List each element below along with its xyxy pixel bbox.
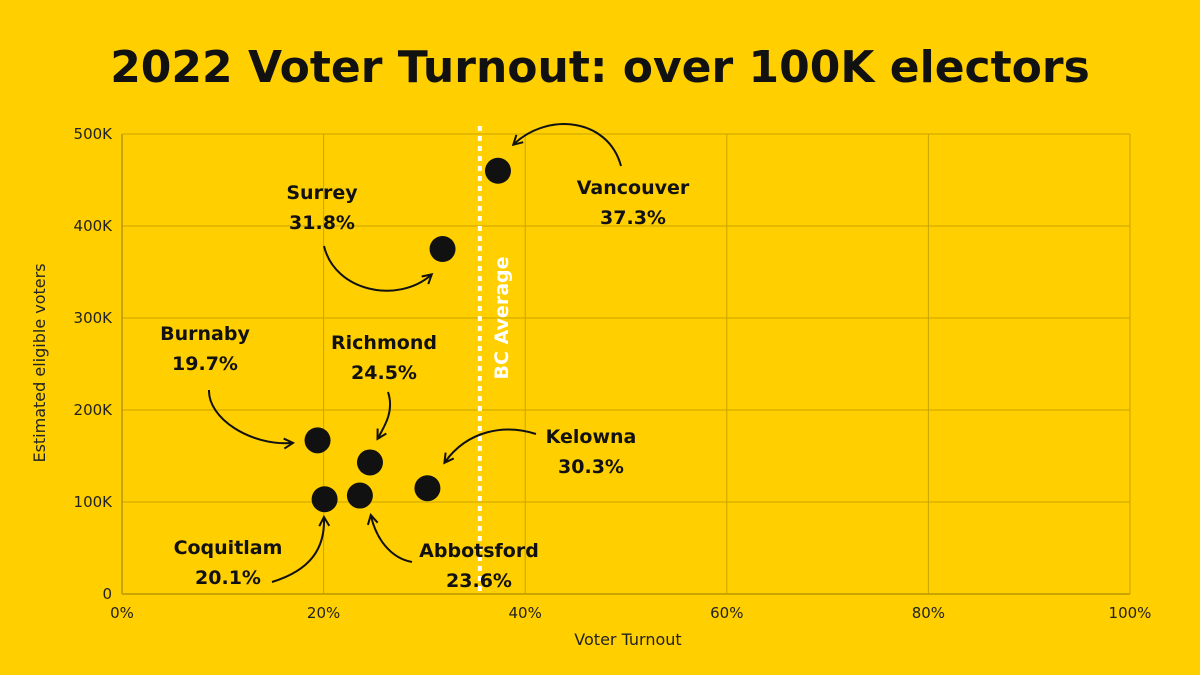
bc-average-label: BC Average bbox=[491, 256, 513, 379]
arrow-kelowna bbox=[445, 428, 537, 462]
label-richmond-turnout: 24.5% bbox=[351, 362, 417, 384]
y-tick-label: 0 bbox=[102, 585, 112, 603]
chart-title: 2022 Voter Turnout: over 100K electors bbox=[110, 42, 1090, 93]
label-coquitlam-name: Coquitlam bbox=[174, 537, 283, 559]
label-abbotsford-name: Abbotsford bbox=[419, 540, 539, 562]
label-surrey-turnout: 31.8% bbox=[289, 212, 355, 234]
y-tick-label: 500K bbox=[74, 125, 114, 143]
y-tick-label: 200K bbox=[74, 401, 114, 419]
label-kelowna-name: Kelowna bbox=[546, 426, 637, 448]
y-axis-label: Estimated eligible voters bbox=[30, 263, 49, 462]
arrow-richmond bbox=[378, 391, 392, 438]
x-tick-label: 100% bbox=[1109, 604, 1152, 622]
label-abbotsford-turnout: 23.6% bbox=[446, 570, 512, 592]
x-tick-label: 60% bbox=[710, 604, 743, 622]
x-axis-label: Voter Turnout bbox=[574, 630, 681, 649]
y-tick-label: 300K bbox=[74, 309, 114, 327]
y-tick-label: 400K bbox=[74, 217, 114, 235]
x-tick-label: 40% bbox=[509, 604, 542, 622]
label-vancouver-turnout: 37.3% bbox=[600, 207, 666, 229]
label-kelowna-turnout: 30.3% bbox=[558, 456, 624, 478]
label-coquitlam-turnout: 20.1% bbox=[195, 567, 261, 589]
x-tick-label: 80% bbox=[912, 604, 945, 622]
label-richmond-name: Richmond bbox=[331, 332, 437, 354]
point-abbotsford bbox=[346, 482, 373, 509]
arrow-coquitlam bbox=[271, 518, 324, 583]
point-kelowna bbox=[414, 475, 441, 502]
label-burnaby-name: Burnaby bbox=[160, 323, 250, 345]
point-burnaby bbox=[304, 427, 331, 454]
point-vancouver bbox=[484, 157, 511, 184]
arrow-burnaby bbox=[207, 389, 292, 443]
point-richmond bbox=[356, 449, 383, 476]
label-surrey-name: Surrey bbox=[286, 182, 358, 204]
arrow-vancouver bbox=[514, 123, 622, 167]
y-tick-label: 100K bbox=[74, 493, 114, 511]
point-surrey bbox=[429, 236, 456, 262]
point-coquitlam bbox=[311, 486, 338, 513]
x-tick-label: 20% bbox=[307, 604, 340, 622]
x-tick-label: 0% bbox=[110, 604, 134, 622]
arrow-abbotsford bbox=[371, 516, 413, 563]
arrow-surrey bbox=[323, 245, 431, 292]
label-burnaby-turnout: 19.7% bbox=[172, 353, 238, 375]
label-vancouver-name: Vancouver bbox=[577, 177, 690, 199]
